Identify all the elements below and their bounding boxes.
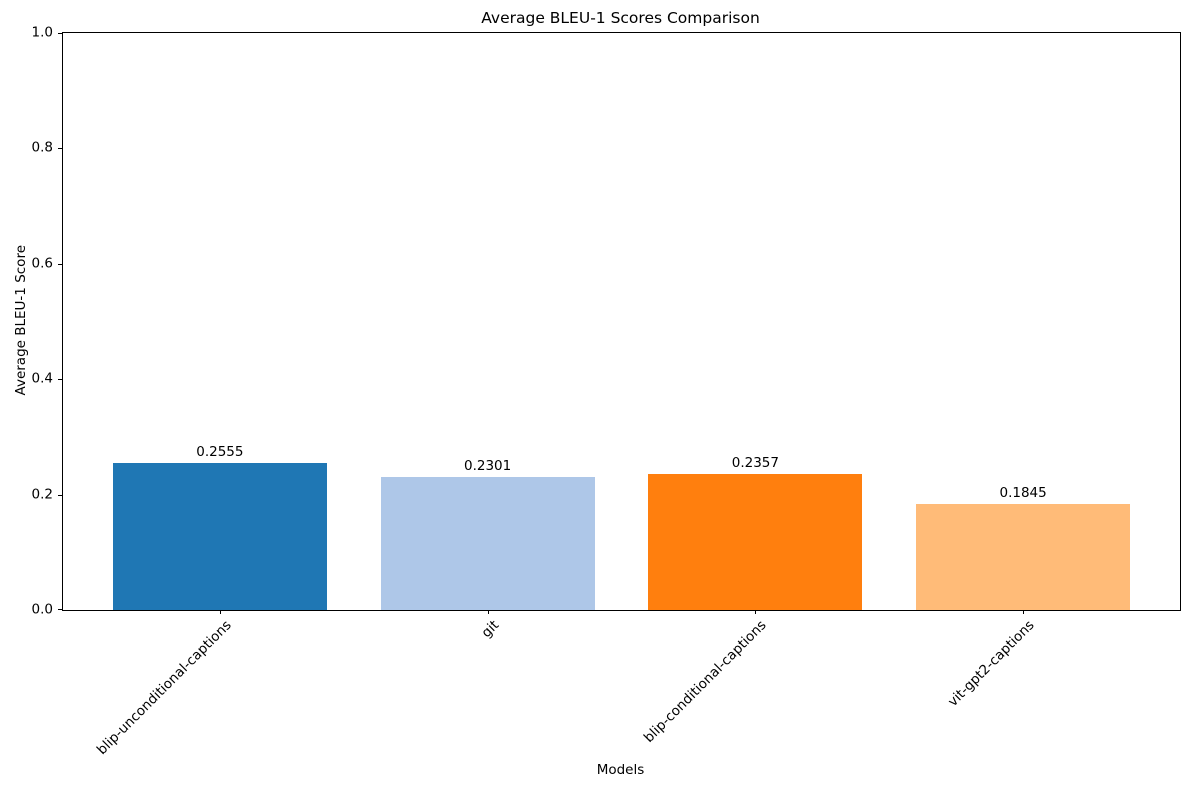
y-tick-label: 0.0 [31,601,53,618]
x-tick-mark [219,610,221,614]
bar-vit-gpt2-captions: 0.1845 [916,485,1131,610]
bar-slot: 0.2555 [86,33,354,610]
x-tick-label-git: git [478,617,503,642]
y-tick-mark [58,379,62,381]
plot-area: 0.2555 0.2301 0.2357 0.1845 0.0 0.2 0.4 0.6 0.8… [32,26,1181,758]
chart-title: Average BLEU-1 Scores Comparison [481,9,760,27]
y-tick-label: 0.2 [31,485,53,502]
x-tick-mark [487,610,489,614]
y-axis-label-container: Average BLEU-1 Score [13,32,29,609]
y-tick-label: 1.0 [31,24,53,41]
y-tick-label: 0.8 [31,139,53,156]
y-tick-label: 0.6 [31,255,53,272]
y-tick-mark [58,263,62,265]
bar-slot: 0.1845 [889,33,1157,610]
bar-slot: 0.2357 [622,33,890,610]
y-tick-mark [58,494,62,496]
y-tick-mark [58,148,62,150]
x-tick-label-blip-unconditional-captions: blip-unconditional-captions [93,617,235,759]
bar-value-label: 0.2555 [196,443,244,460]
x-tick-mark [755,610,757,614]
x-tick-mark [1023,610,1025,614]
bar-slot: 0.2301 [354,33,622,610]
bars-container: 0.2555 0.2301 0.2357 0.1845 [63,33,1180,610]
x-axis-label: Models [596,762,645,778]
bar-blip-conditional-captions: 0.2357 [648,455,863,610]
bar-value-label: 0.2301 [464,458,512,475]
y-tick-mark [58,33,62,34]
x-tick-label-blip-conditional-captions: blip-conditional-captions [641,617,770,746]
y-tick-label: 0.4 [31,370,53,387]
bar-blip-unconditional-captions: 0.2555 [112,444,327,610]
y-tick-mark [58,609,62,610]
bar-value-label: 0.2357 [731,455,779,472]
bar-value-label: 0.1845 [999,484,1047,501]
x-tick-label-vit-gpt2-captions: vit-gpt2-captions [945,617,1038,710]
bar-git: 0.2301 [380,458,595,610]
